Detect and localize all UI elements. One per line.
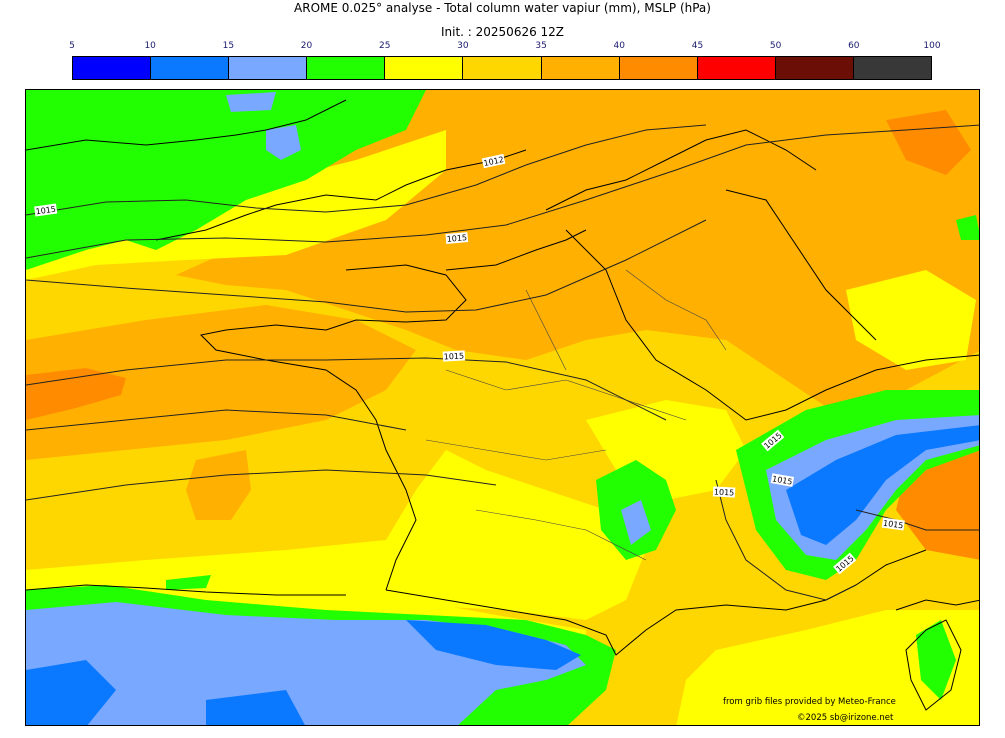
field-orange-west [26, 305, 416, 460]
isobar-label: 1015 [446, 233, 467, 244]
colorbar-segment [73, 57, 152, 79]
field-darkorange-2 [886, 110, 971, 175]
colorbar-tick-label: 30 [457, 41, 469, 51]
field-yellow-south [26, 450, 646, 620]
field-green-nw [26, 90, 426, 270]
colorbar-segment [775, 57, 854, 79]
isobar-label: 1015 [771, 474, 793, 486]
colorbar-tick-label: 20 [300, 41, 313, 51]
colorbar-segment [619, 57, 698, 79]
coastlines [26, 99, 979, 711]
colorbar-tick-label: 60 [848, 41, 860, 51]
colorbar-tick-label: 100 [923, 41, 941, 51]
data-source-credit: from grib files provided by Meteo-France [723, 697, 896, 707]
field-blue-south-3 [206, 690, 305, 725]
colorbar-tick-label: 45 [691, 41, 704, 51]
isobar-6 [26, 469, 497, 501]
weather-map: 1015 1012 1015 1015 1015 1015 1015 1015 [25, 89, 980, 726]
field-orange-bay [186, 450, 251, 520]
field-green-corsica [916, 620, 956, 700]
colorbar-segment [229, 57, 308, 79]
isobar-label: 1015 [444, 351, 465, 361]
colorbar-tick-label: 35 [535, 41, 547, 51]
field-lightblue-massif [621, 500, 651, 545]
isobar-4 [26, 357, 667, 421]
field-blue-alps [786, 425, 979, 545]
isobar-5 [26, 409, 407, 431]
init-time: Init. : 20250626 12Z [440, 25, 565, 39]
field-yellow-east [846, 270, 976, 370]
colorbar-segment [697, 57, 776, 79]
copyright-credit: ©2025 sb@irizone.net [797, 713, 894, 723]
field-lightblue-north-2 [226, 92, 276, 112]
field-green-small-2 [956, 215, 979, 240]
isobar-label: 1015 [714, 487, 735, 497]
colorbar-ticks: 5 10 15 20 25 30 35 40 45 50 60 100 [69, 41, 940, 53]
isobar-label: 1012 [483, 155, 505, 168]
regional-borders [425, 269, 727, 561]
isobar-2 [26, 124, 979, 259]
colorbar-tick-label: 40 [613, 41, 625, 51]
isobar-3 [26, 219, 707, 313]
colorbar-segment [151, 57, 230, 79]
colorbar-tick-label: 10 [144, 41, 156, 51]
colorbar-tick-label: 50 [769, 41, 782, 51]
isobar-8 [855, 509, 979, 531]
colorbar-segment [541, 57, 620, 79]
field-green-small-1 [166, 575, 211, 590]
colorbar-segment [853, 57, 932, 79]
colorbar-segment [463, 57, 542, 79]
isobar-label: 1015 [35, 205, 56, 217]
field-lightblue-north-1 [266, 125, 301, 160]
isobar-7 [715, 479, 857, 601]
isobar-label: 1015 [883, 519, 904, 531]
isobars [26, 124, 979, 601]
field-blue-south-2 [26, 660, 116, 725]
colorbar-tick-label: 25 [378, 41, 391, 51]
field-yellow-se [676, 610, 979, 725]
colorbar-segment [385, 57, 464, 79]
field-blue-south-1 [406, 620, 581, 670]
colorbar-tick-label: 15 [222, 41, 235, 51]
isobar-1 [26, 124, 707, 216]
map-title: AROME 0.025° analyse - Total column wate… [294, 1, 711, 15]
colorbar-segment [307, 57, 386, 79]
colorbar-tick-label: 5 [69, 41, 75, 51]
colorbar [72, 56, 932, 80]
